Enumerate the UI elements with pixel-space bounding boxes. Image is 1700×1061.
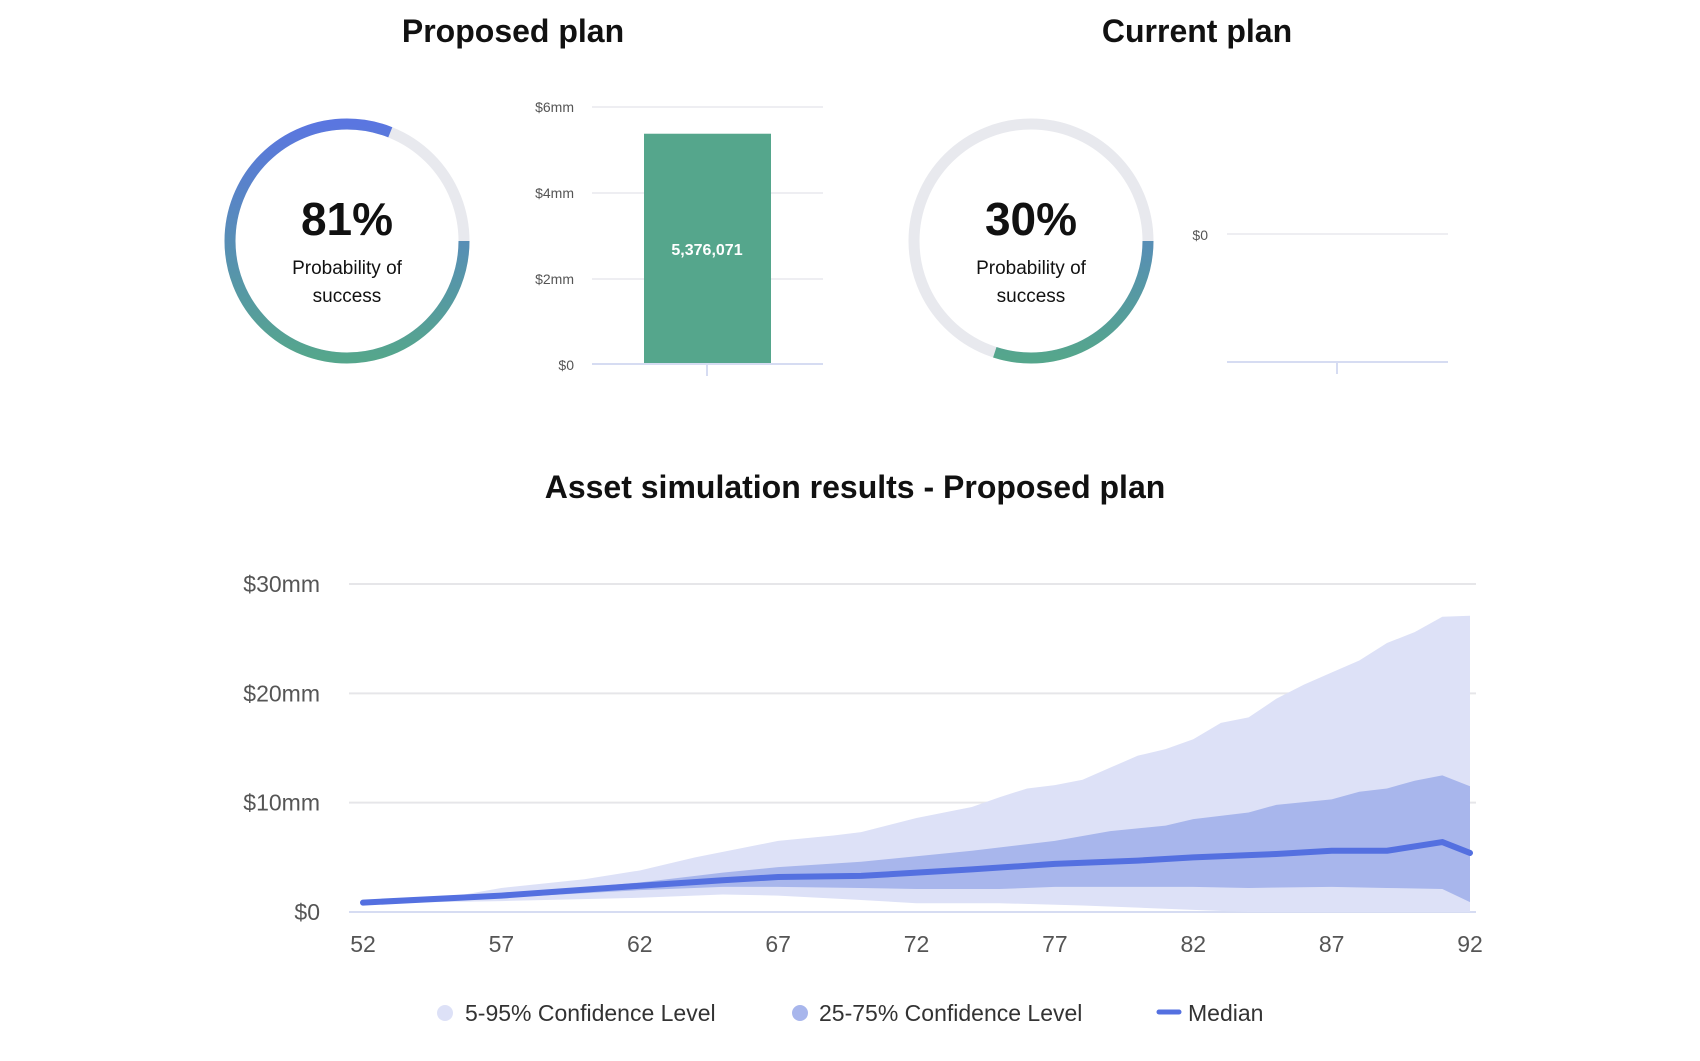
- median-line: [360, 839, 1473, 906]
- x-tick-label: 77: [1042, 931, 1068, 957]
- proposed-gauge-arc: [224, 118, 470, 364]
- legend-item-median[interactable]: Median: [1156, 1000, 1263, 1026]
- legend-swatch-inner-band: [792, 1005, 808, 1021]
- y-tick-label: $2mm: [535, 271, 574, 287]
- current-caption-line1: Probability of: [976, 258, 1087, 279]
- y-tick-label: $6mm: [535, 99, 574, 115]
- x-tick-label: 72: [904, 931, 930, 957]
- proposed-caption-line2: success: [313, 286, 382, 307]
- bar-value-label: 5,376,071: [671, 242, 742, 259]
- current-plan-title: Current plan: [1102, 13, 1292, 49]
- legend-item-25-75[interactable]: 25-75% Confidence Level: [792, 1000, 1082, 1026]
- current-bar-chart: $0: [1192, 227, 1448, 374]
- x-tick-label: 57: [489, 931, 515, 957]
- y-tick-label: $4mm: [535, 185, 574, 201]
- y-tick-label: $0: [1192, 227, 1208, 243]
- current-gauge-arc: [908, 118, 1154, 364]
- x-tick-label: 92: [1457, 931, 1483, 957]
- current-gauge: 30% Probability of success: [908, 118, 1154, 364]
- y-tick-label: $30mm: [243, 571, 320, 597]
- proposed-plan-title: Proposed plan: [402, 13, 624, 49]
- y-tick-label: $0: [558, 357, 574, 373]
- legend-swatch-outer-band: [437, 1005, 453, 1021]
- x-tick-label: 52: [350, 931, 376, 957]
- x-tick-label: 67: [765, 931, 791, 957]
- legend-item-5-95[interactable]: 5-95% Confidence Level: [437, 1000, 716, 1026]
- y-tick-label: $10mm: [243, 790, 320, 816]
- legend-label: 5-95% Confidence Level: [465, 1000, 716, 1026]
- legend-label: 25-75% Confidence Level: [819, 1000, 1082, 1026]
- legend-label: Median: [1188, 1000, 1263, 1026]
- proposed-bar-chart: $6mm $4mm $2mm $0 5,376,071: [535, 99, 823, 376]
- y-axis-ticks: $0 $10mm $20mm $30mm: [243, 571, 320, 925]
- x-tick-label: 62: [627, 931, 653, 957]
- chart-legend: 5-95% Confidence Level 25-75% Confidence…: [437, 1000, 1263, 1026]
- y-tick-label: $0: [294, 899, 320, 925]
- current-probability: 30%: [985, 193, 1077, 245]
- current-caption-line2: success: [997, 286, 1066, 307]
- x-tick-label: 87: [1319, 931, 1345, 957]
- bar-proposed-value: [644, 133, 771, 364]
- simulation-chart-title: Asset simulation results - Proposed plan: [545, 469, 1166, 505]
- proposed-gauge: 81% Probability of success: [224, 118, 470, 364]
- x-axis-ticks: 52 57 62 67 72 77 82 87 92: [350, 931, 1483, 957]
- y-tick-label: $20mm: [243, 680, 320, 706]
- x-tick-label: 82: [1180, 931, 1206, 957]
- band-25-75: [363, 775, 1470, 904]
- simulation-bands: [360, 615, 1473, 912]
- proposed-caption-line1: Probability of: [292, 258, 403, 279]
- proposed-probability: 81%: [301, 193, 393, 245]
